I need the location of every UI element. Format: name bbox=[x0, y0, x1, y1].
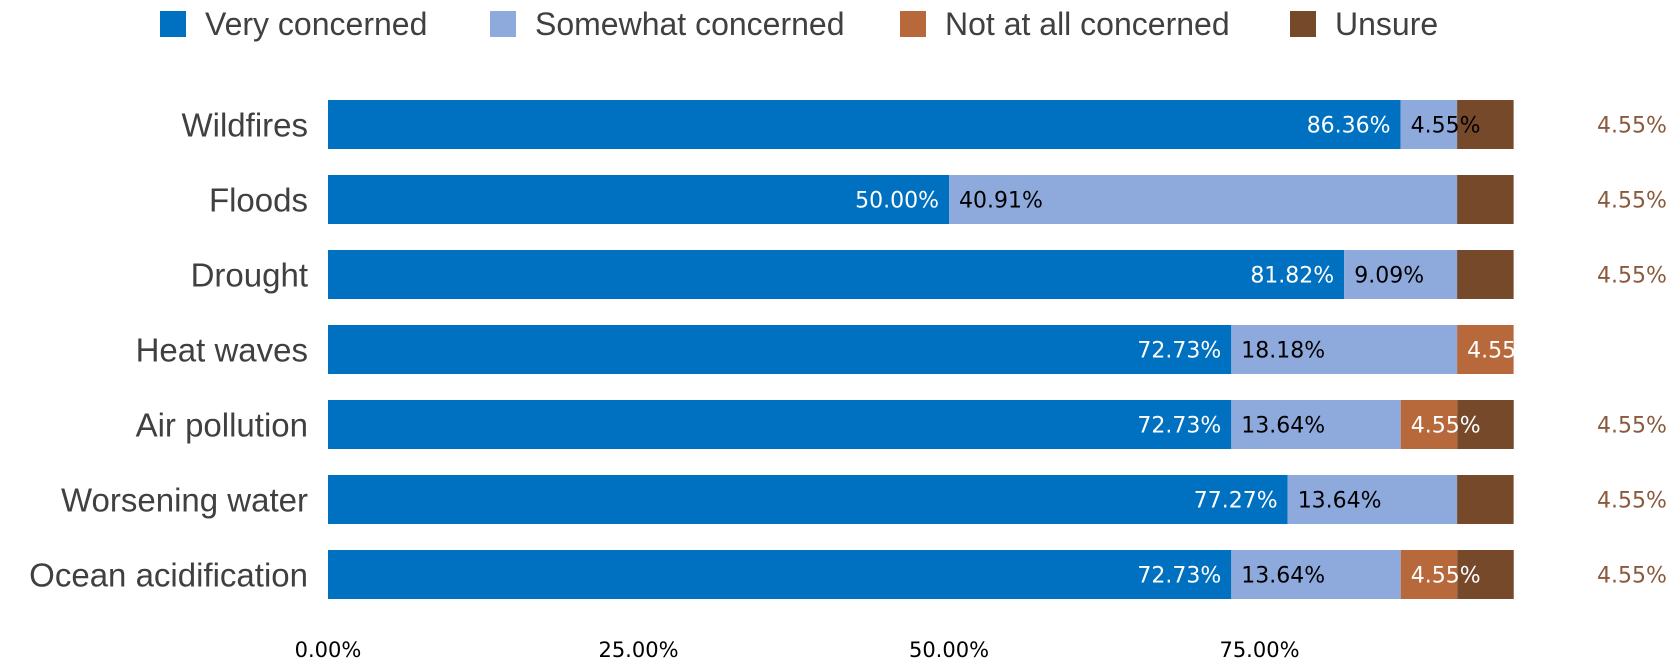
category-label-floods: Floods bbox=[209, 182, 308, 219]
bar-drought-unsure bbox=[1457, 250, 1514, 299]
category-label-air-pollution: Air pollution bbox=[136, 407, 308, 444]
data-label-worsening-water-very-concerned: 77.27% bbox=[1194, 489, 1278, 514]
data-label-air-pollution-not-at-all-concerned: 4.55% bbox=[1411, 414, 1481, 439]
category-label-wildfires: Wildfires bbox=[181, 107, 308, 144]
bar-heat-waves-very-concerned bbox=[328, 325, 1232, 374]
category-label-worsening-water: Worsening water bbox=[61, 482, 308, 519]
legend-label-unsure: Unsure bbox=[1335, 6, 1438, 42]
category-label-heat-waves: Heat waves bbox=[136, 332, 308, 369]
bar-floods-very-concerned bbox=[328, 175, 949, 224]
legend-swatch-somewhat-concerned bbox=[490, 11, 516, 37]
data-label-air-pollution-unsure: 4.55% bbox=[1597, 414, 1667, 439]
x-tick-label: 25.00% bbox=[598, 638, 678, 660]
legend-swatch-very-concerned bbox=[160, 11, 186, 37]
data-label-ocean-acidification-unsure: 4.55% bbox=[1597, 564, 1667, 589]
data-label-worsening-water-unsure: 4.55% bbox=[1597, 489, 1667, 514]
data-label-ocean-acidification-not-at-all-concerned: 4.55% bbox=[1411, 564, 1481, 589]
data-label-heat-waves-not-at-all-concerned: 4.55% bbox=[1467, 339, 1537, 364]
bar-ocean-acidification-not-at-all-concerned bbox=[1400, 550, 1458, 599]
category-label-ocean-acidification: Ocean acidification bbox=[29, 557, 308, 594]
bar-drought-somewhat-concerned bbox=[1344, 250, 1458, 299]
bar-air-pollution-very-concerned bbox=[328, 400, 1232, 449]
bar-series-group bbox=[328, 100, 1514, 599]
legend-label-not-at-all-concerned: Not at all concerned bbox=[945, 6, 1230, 42]
data-label-floods-very-concerned: 50.00% bbox=[855, 189, 939, 214]
data-label-wildfires-unsure: 4.55% bbox=[1597, 114, 1667, 139]
bar-air-pollution-not-at-all-concerned bbox=[1400, 400, 1458, 449]
bar-worsening-water-unsure bbox=[1457, 475, 1514, 524]
data-label-floods-somewhat-concerned: 40.91% bbox=[959, 189, 1043, 214]
data-label-drought-unsure: 4.55% bbox=[1597, 264, 1667, 289]
data-label-ocean-acidification-very-concerned: 72.73% bbox=[1137, 564, 1221, 589]
bar-air-pollution-somewhat-concerned bbox=[1231, 400, 1401, 449]
chart-legend: Very concerned Somewhat concerned Not at a… bbox=[160, 6, 1438, 42]
data-label-air-pollution-somewhat-concerned: 13.64% bbox=[1241, 414, 1325, 439]
bar-air-pollution-unsure bbox=[1457, 400, 1514, 449]
bar-worsening-water-somewhat-concerned bbox=[1287, 475, 1458, 524]
x-tick-label: 0.00% bbox=[295, 638, 362, 660]
data-label-drought-very-concerned: 81.82% bbox=[1250, 264, 1334, 289]
data-label-heat-waves-somewhat-concerned: 18.18% bbox=[1241, 339, 1325, 364]
category-label-drought: Drought bbox=[191, 257, 308, 294]
data-label-floods-unsure: 4.55% bbox=[1597, 189, 1667, 214]
legend-label-very-concerned: Very concerned bbox=[205, 6, 427, 42]
bar-heat-waves-somewhat-concerned bbox=[1231, 325, 1458, 374]
bar-worsening-water-very-concerned bbox=[328, 475, 1288, 524]
bar-wildfires-somewhat-concerned bbox=[1400, 100, 1458, 149]
bar-heat-waves-not-at-all-concerned bbox=[1457, 325, 1514, 374]
x-axis-tick-labels: 0.00% 25.00% 50.00% 75.00% bbox=[295, 638, 1300, 660]
x-tick-label: 75.00% bbox=[1219, 638, 1299, 660]
data-label-air-pollution-very-concerned: 72.73% bbox=[1137, 414, 1221, 439]
data-label-wildfires-somewhat-concerned: 4.55% bbox=[1411, 114, 1481, 139]
data-label-drought-somewhat-concerned: 9.09% bbox=[1354, 264, 1424, 289]
data-label-heat-waves-very-concerned: 72.73% bbox=[1137, 339, 1221, 364]
data-label-wildfires-very-concerned: 86.36% bbox=[1307, 114, 1391, 139]
bar-floods-unsure bbox=[1457, 175, 1514, 224]
legend-swatch-unsure bbox=[1290, 11, 1316, 37]
legend-label-somewhat-concerned: Somewhat concerned bbox=[535, 6, 845, 42]
bar-ocean-acidification-very-concerned bbox=[328, 550, 1232, 599]
bar-ocean-acidification-somewhat-concerned bbox=[1231, 550, 1401, 599]
bar-drought-very-concerned bbox=[328, 250, 1345, 299]
bar-wildfires-very-concerned bbox=[328, 100, 1401, 149]
bar-ocean-acidification-unsure bbox=[1457, 550, 1514, 599]
data-label-ocean-acidification-somewhat-concerned: 13.64% bbox=[1241, 564, 1325, 589]
legend-swatch-not-at-all-concerned bbox=[900, 11, 926, 37]
data-labels-group: 86.36% 4.55% 4.55% 50.00% 40.91% 4.55% 81.82% 9… bbox=[855, 114, 1667, 589]
bar-wildfires-unsure bbox=[1457, 100, 1514, 149]
bar-floods-somewhat-concerned bbox=[949, 175, 1458, 224]
data-label-worsening-water-somewhat-concerned: 13.64% bbox=[1298, 489, 1382, 514]
category-axis-labels: Wildfires Floods Drought Heat waves Air poll… bbox=[29, 107, 308, 594]
x-tick-label: 50.00% bbox=[909, 638, 989, 660]
